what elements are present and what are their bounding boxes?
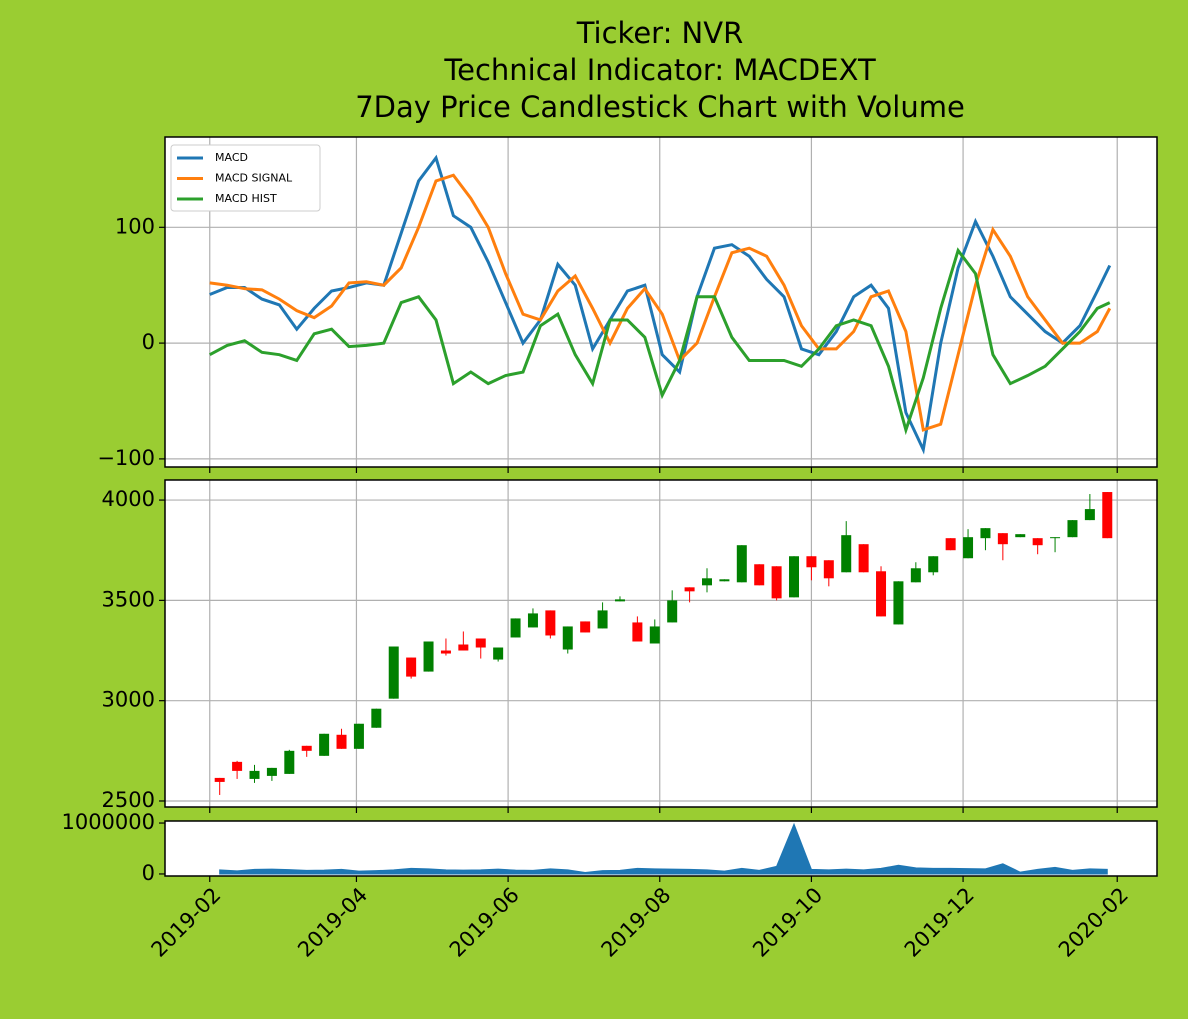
candle-body <box>945 538 956 551</box>
candle-body <box>353 723 364 749</box>
candle-body <box>319 733 330 756</box>
candle-body <box>527 613 538 628</box>
candle-body <box>876 571 887 617</box>
candle-body <box>1102 492 1113 539</box>
line-series <box>209 173 1112 432</box>
candle-body <box>1032 538 1043 546</box>
candle-body <box>963 537 974 559</box>
candle-body <box>771 566 782 599</box>
plot-area <box>165 137 1157 467</box>
candle-body <box>736 545 747 583</box>
y-tick-label: 2500 <box>102 788 155 812</box>
candle-body <box>928 556 939 573</box>
candle-body <box>701 578 712 586</box>
candle-body <box>284 750 295 774</box>
legend-label: MACD SIGNAL <box>215 172 293 185</box>
x-tick-label: 2019-04 <box>293 883 372 962</box>
candle-body <box>841 535 852 573</box>
y-tick-label: 0 <box>142 330 155 354</box>
candle-body <box>545 610 556 636</box>
candle-body <box>232 761 243 771</box>
y-tick-label: −100 <box>97 446 155 470</box>
y-tick-label: 0 <box>142 861 155 885</box>
candle-body <box>597 610 608 629</box>
candle-body <box>371 708 382 728</box>
candle-body <box>580 621 591 633</box>
x-tick-label: 2019-12 <box>900 883 979 962</box>
candle-body <box>719 579 730 582</box>
y-tick-label: 3000 <box>102 688 155 712</box>
candle-body <box>823 560 834 579</box>
candle-body <box>789 556 800 598</box>
legend: MACD MACD SIGNAL MACD HIST <box>170 144 321 212</box>
candle-body <box>754 564 765 586</box>
candle-body <box>684 587 695 592</box>
candle-body <box>858 544 869 573</box>
candle-body <box>1084 509 1095 521</box>
candle-body <box>614 599 625 602</box>
candle-body <box>510 618 521 638</box>
candle-body <box>910 568 921 583</box>
candle-body <box>806 556 817 568</box>
y-tick-label: 3500 <box>102 587 155 611</box>
candle-body <box>1015 534 1026 538</box>
candle-body <box>266 767 277 776</box>
candle-body <box>649 626 660 644</box>
candle-body <box>249 770 260 779</box>
line-series <box>209 247 1111 436</box>
legend-box <box>170 144 321 212</box>
candle-body <box>406 657 417 677</box>
candle-body <box>423 641 434 672</box>
candle-body <box>214 777 225 782</box>
candle-body <box>388 646 399 699</box>
plot-frame <box>164 479 1158 808</box>
candle-body <box>458 644 469 651</box>
candle-body <box>997 533 1008 545</box>
y-tick-label: 100 <box>115 214 155 238</box>
candle-body <box>301 745 312 751</box>
line-series <box>209 154 1112 455</box>
title-line: 7Day Price Candlestick Chart with Volume <box>355 90 965 124</box>
plot-frame <box>164 820 1158 877</box>
candle-body <box>493 647 504 660</box>
volume-area <box>219 822 1108 875</box>
candle-body <box>336 734 347 749</box>
x-tick-label: 2019-10 <box>748 883 827 962</box>
x-tick-label: 2019-06 <box>445 883 524 962</box>
plot-frame <box>164 136 1158 468</box>
legend-label: MACD HIST <box>215 192 277 205</box>
candle-body <box>1067 520 1078 538</box>
candle-body <box>632 622 643 642</box>
candle-body <box>667 600 678 623</box>
candle-body <box>475 638 486 648</box>
y-tick-label: 4000 <box>102 487 155 511</box>
candle-body <box>893 581 904 625</box>
x-tick-label: 2019-02 <box>147 883 226 962</box>
x-tick-label: 2019-08 <box>597 883 676 962</box>
candle-body <box>562 626 573 650</box>
candle-body <box>980 528 991 539</box>
title-line: Technical Indicator: MACDEXT <box>443 53 876 87</box>
candle-body <box>440 650 451 654</box>
x-tick-label: 2020-02 <box>1054 883 1133 962</box>
legend-label: MACD <box>215 151 248 164</box>
title-line: Ticker: NVR <box>576 16 744 50</box>
plot-area <box>165 480 1157 807</box>
y-tick-label: 1000000 <box>61 810 155 834</box>
candle-body <box>1050 537 1061 539</box>
